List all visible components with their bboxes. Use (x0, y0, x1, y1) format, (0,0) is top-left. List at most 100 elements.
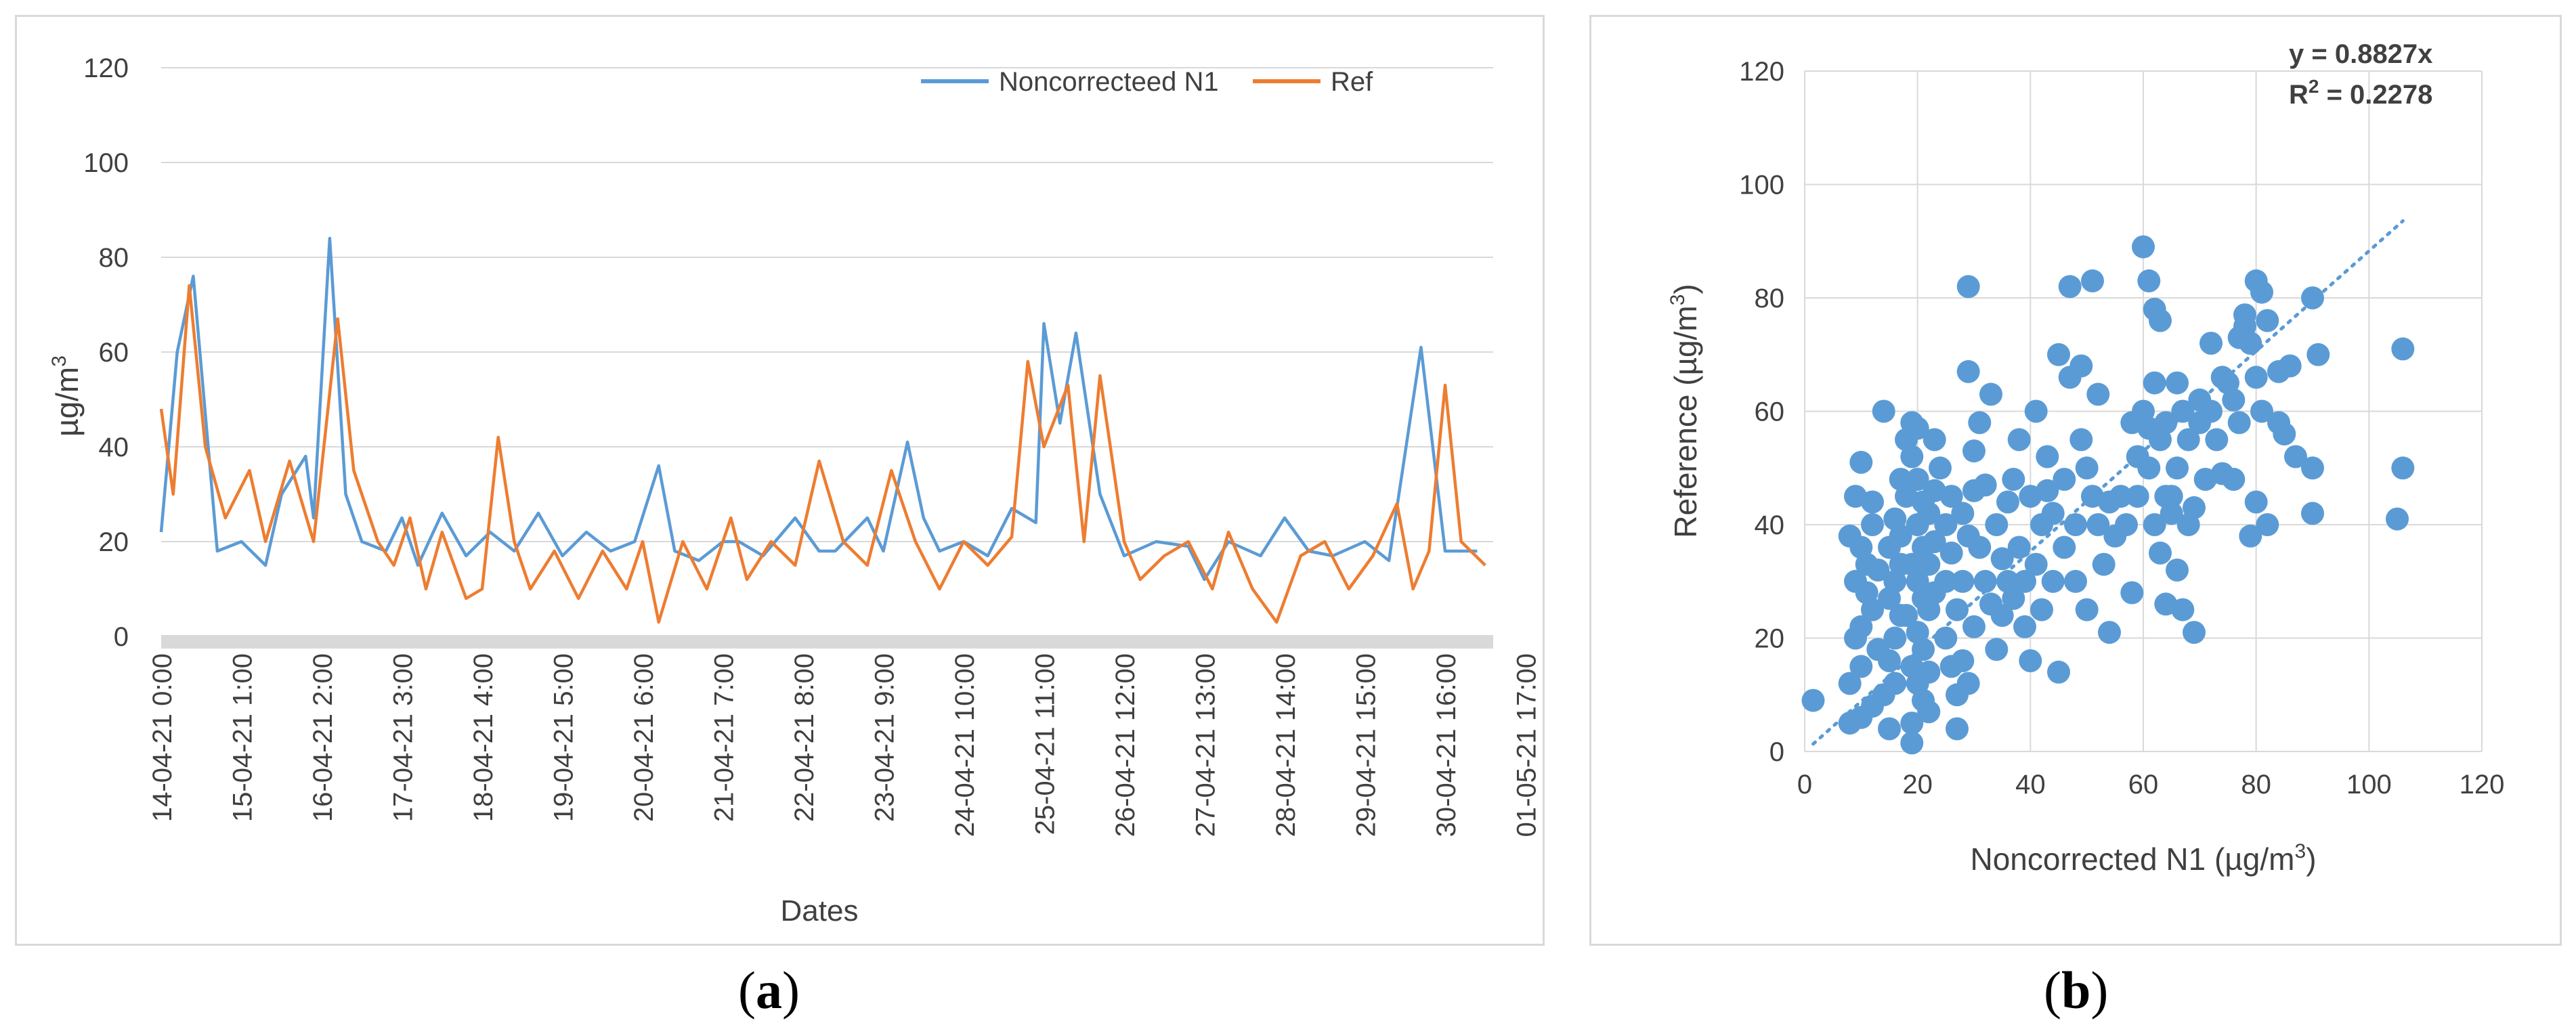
y-tick-label: 0 (114, 622, 129, 652)
r-squared-letter: R (2289, 80, 2309, 110)
data-point (1956, 359, 1980, 383)
x-tick-label: 17-04-21 3:00 (389, 653, 418, 822)
y-axis-title: Reference (µg/m3) (1667, 284, 1703, 538)
y-tick-label: 60 (1755, 397, 1785, 427)
y-tick-label: 20 (99, 527, 129, 557)
data-point (1838, 524, 1862, 548)
data-point (2244, 366, 2268, 389)
data-point (1934, 569, 1958, 593)
data-point (2126, 485, 2149, 508)
data-point (2002, 468, 2025, 491)
data-point (1956, 275, 1980, 299)
data-point (1861, 513, 1884, 536)
y-axis-title-main: Reference (µg/m (1668, 305, 1703, 538)
data-point (2160, 502, 2183, 525)
data-point (1872, 399, 1895, 423)
data-point (2386, 507, 2409, 531)
data-point (1906, 468, 1929, 491)
caption-b: (b) (2044, 961, 2109, 1020)
data-point (2030, 598, 2053, 621)
data-point (2120, 581, 2144, 605)
y-tick-label: 100 (1739, 171, 1784, 200)
data-point (2149, 309, 2172, 332)
data-point (1973, 569, 1997, 593)
data-point (2250, 399, 2273, 423)
x-axis-title: Dates (781, 894, 859, 927)
data-point (2132, 235, 2155, 259)
caption-b-letter: b (2061, 961, 2091, 1020)
data-point (2007, 428, 2031, 452)
trendline (1811, 219, 2405, 746)
data-point (2081, 269, 2104, 292)
x-tick-label: 01-05-21 17:00 (1512, 653, 1542, 837)
data-point (1951, 649, 1975, 672)
data-point (2244, 490, 2268, 514)
legend-entry-ref: Ref (1331, 67, 1373, 97)
x-tick-label: 24-04-21 10:00 (950, 653, 980, 837)
r-squared-label: R2 = 0.2278 (2289, 76, 2432, 110)
data-point (1878, 717, 1901, 741)
y-tick-label: 60 (99, 338, 129, 368)
data-point (2036, 445, 2059, 468)
data-point (1946, 598, 1969, 621)
data-point (1923, 530, 1946, 554)
data-point (1996, 490, 2019, 514)
x-tick-label: 25-04-21 11:00 (1031, 653, 1060, 835)
data-point (1917, 660, 1941, 684)
data-point (2171, 399, 2195, 423)
data-point (2149, 541, 2172, 565)
data-point (1962, 439, 1985, 463)
data-point (1849, 615, 1873, 638)
y-tick-label: 80 (1755, 284, 1785, 313)
data-point (2075, 456, 2099, 480)
data-point (2166, 456, 2189, 480)
data-point (2301, 456, 2324, 480)
data-point (2064, 513, 2087, 536)
x-tick-label: 18-04-21 4:00 (469, 653, 498, 822)
data-point (2160, 485, 2183, 508)
x-axis-title-main: Noncorrected N1 (µg/m (1970, 842, 2294, 877)
data-point (1990, 604, 2014, 627)
legend-entry-noncorrected: Noncorrecteed N1 (999, 67, 1219, 97)
data-point (2239, 524, 2262, 548)
data-point (2047, 660, 2070, 684)
data-point (1861, 490, 1884, 514)
data-point (1889, 468, 1912, 491)
x-tick-label: 80 (2241, 770, 2271, 800)
data-point (2199, 399, 2223, 423)
data-point (1946, 717, 1969, 741)
data-point (2250, 280, 2273, 304)
data-point (2166, 559, 2189, 582)
data-point (1883, 507, 1907, 531)
data-point (2222, 388, 2246, 412)
data-point (1951, 569, 1975, 593)
data-point (1990, 547, 2014, 571)
x-tick-label: 28-04-21 14:00 (1271, 653, 1301, 837)
x-tick-label: 21-04-21 7:00 (710, 653, 739, 822)
data-point (2013, 615, 2036, 638)
data-point (1900, 731, 1924, 755)
x-tick-label: 26-04-21 12:00 (1111, 653, 1140, 837)
data-point (1883, 626, 1907, 650)
scatter-chart-panel: 0 20 40 60 80 100 120 0 20 40 60 80 100 120 y = 0.8827… (1589, 15, 2562, 946)
x-tick-label: 14-04-21 0:00 (148, 653, 177, 822)
x-tick-label: 100 (2346, 770, 2392, 800)
data-point (2041, 502, 2065, 525)
y-axis-title: µg/m3 (48, 355, 85, 437)
data-point (2115, 513, 2138, 536)
y-tick-label: 120 (83, 53, 129, 83)
data-point (1962, 615, 1985, 638)
data-point (2278, 354, 2302, 378)
data-point (2306, 343, 2330, 366)
x-axis-title: Noncorrected N1 (µg/m3) (1970, 840, 2316, 877)
scatter-chart: 0 20 40 60 80 100 120 0 20 40 60 80 100 120 y = 0.8827… (1667, 39, 2504, 877)
x-tick-label: 20-04-21 6:00 (629, 653, 659, 822)
y-tick-label: 40 (1755, 510, 1785, 540)
data-point (2092, 552, 2116, 576)
data-point (2154, 411, 2178, 435)
data-point (1917, 502, 1941, 525)
data-point (1973, 473, 1997, 497)
x-tick-label: 23-04-21 9:00 (870, 653, 900, 822)
y-axis-title-sup: 3 (1667, 294, 1689, 306)
series-line-noncorrected (159, 236, 1478, 582)
